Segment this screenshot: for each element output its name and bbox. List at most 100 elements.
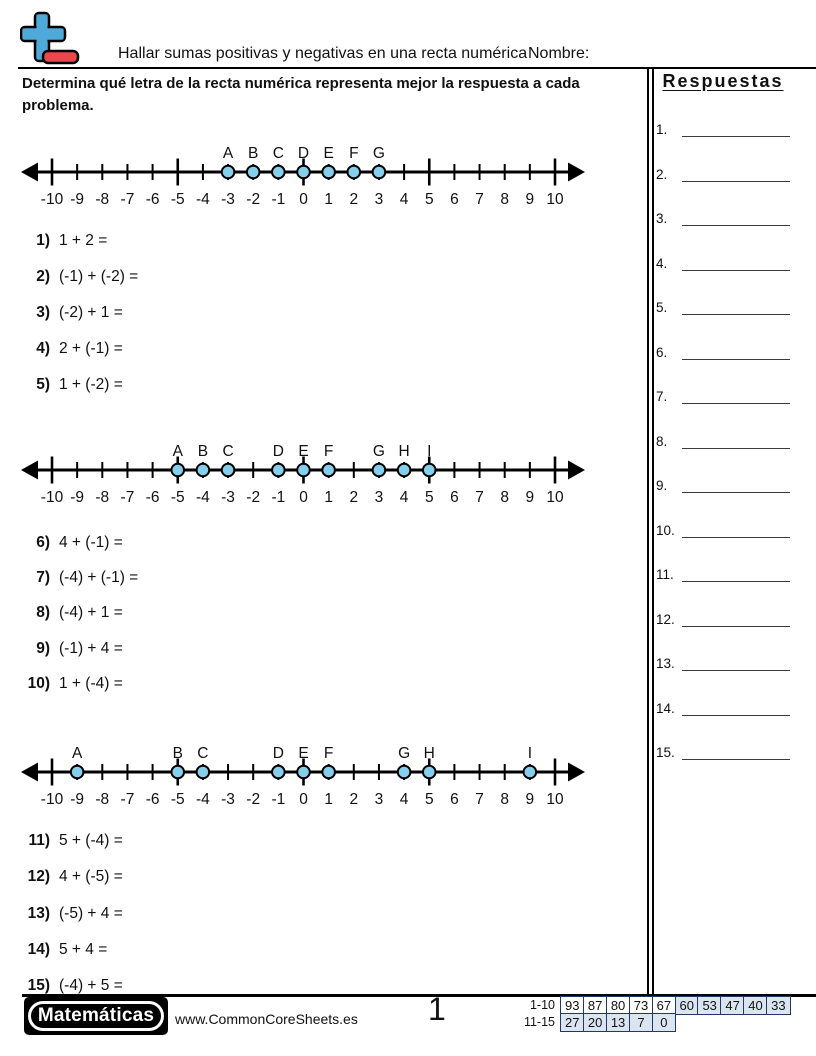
point-letter: G [373, 443, 385, 460]
tick-label: 0 [299, 191, 308, 208]
problems-group-3: 11) 5 + (-4) = 12) 4 + (-5) = 13) (-5) + 4 = 1… [14, 823, 434, 1004]
answer-blank[interactable] [682, 655, 790, 671]
problem-row: 12) 4 + (-5) = [14, 859, 434, 895]
problem-number: 13) [27, 904, 50, 922]
answer-slot: 15. [656, 740, 790, 760]
tick-label: 2 [349, 191, 358, 208]
answer-blank[interactable] [682, 121, 790, 137]
tick-label: -9 [70, 489, 84, 506]
answer-slot: 10. [656, 518, 790, 538]
tick-label: 5 [425, 791, 434, 808]
number-line-2: -10 -9 -8 -7 -6 -5 -4 -3 -2 -1 0 1 2 3 4 5 6 7 8 9 10A B C D E F G… [21, 443, 585, 506]
point-marker [321, 462, 336, 478]
answer-blank[interactable] [682, 700, 790, 716]
answer-slot: 4. [656, 251, 790, 271]
problem-expression: (-2) + 1 = [59, 304, 123, 321]
worksheet-title: Hallar sumas positivas y negativas en un… [118, 45, 528, 62]
score-cell: 67 [651, 996, 677, 1015]
score-cell: 73 [628, 996, 654, 1015]
point-marker [170, 462, 186, 478]
answer-blank[interactable] [682, 210, 790, 226]
answer-blank[interactable] [682, 166, 790, 182]
answer-slot: 11. [656, 562, 790, 582]
answer-slot: 6. [656, 340, 790, 360]
problem-expression: 4 + (-1) = [59, 533, 123, 551]
tick-label: -5 [171, 791, 185, 808]
problem-row: 13) (-5) + 4 = [14, 896, 434, 932]
problem-expression: (-1) + (-2) = [59, 268, 139, 285]
problem-number: 7) [36, 569, 50, 587]
point-letter: F [324, 745, 333, 762]
problem-row: 10) 1 + (-4) = [14, 667, 434, 702]
answer-number: 12. [656, 611, 675, 627]
answer-number: 5. [656, 300, 668, 315]
minus-glyph [41, 49, 80, 65]
tick-label: -9 [70, 791, 84, 808]
tick-label: 8 [500, 489, 509, 506]
answer-slot: 2. [656, 162, 790, 182]
point-letter: F [349, 145, 358, 162]
tick-label: 4 [400, 791, 409, 808]
problem-expression: 1 + (-2) = [59, 376, 123, 393]
tick-label: -1 [271, 791, 285, 808]
tick-label: -7 [121, 191, 135, 208]
answer-blank[interactable] [682, 255, 790, 271]
answer-number: 15. [656, 745, 675, 760]
point-letter: A [173, 443, 184, 460]
point-letter: C [273, 145, 284, 162]
answer-blank[interactable] [682, 433, 790, 449]
answer-slot: 13. [656, 651, 790, 671]
answer-blank[interactable] [682, 744, 790, 760]
answer-number: 4. [656, 255, 668, 271]
tick-label: 8 [500, 791, 509, 808]
point-marker [396, 764, 412, 780]
problem-expression: (-1) + 4 = [59, 639, 123, 657]
tick-label: 1 [324, 791, 333, 808]
name-label: Nombre: [528, 45, 590, 62]
answer-blank[interactable] [682, 611, 790, 627]
score-cell: 13 [605, 1013, 631, 1033]
point-letter: H [398, 443, 409, 460]
brand-name: Matemáticas [28, 1000, 164, 1031]
answer-slot: 7. [656, 384, 790, 404]
answer-blank[interactable] [682, 299, 790, 315]
point-letter: E [298, 443, 308, 460]
point-marker [271, 164, 286, 180]
tick-label: 10 [546, 791, 564, 808]
tick-label: 5 [425, 191, 434, 208]
tick-label: 1 [324, 489, 333, 506]
problem-number: 3) [36, 304, 50, 321]
problem-expression: 1 + 2 = [59, 232, 108, 249]
plus-minus-icon [20, 11, 80, 65]
point-letter: D [273, 745, 284, 762]
number-line-3: -10 -9 -8 -7 -6 -5 -4 -3 -2 -1 0 1 2 3 4 5 6 7 8 9 10A B C D E F G… [21, 745, 585, 808]
answer-slot: 8. [656, 429, 790, 449]
answer-blank[interactable] [682, 566, 790, 582]
tick-label: 8 [500, 191, 509, 208]
answer-blank[interactable] [682, 388, 790, 404]
page-number: 1 [428, 991, 446, 1027]
problem-number: 11) [28, 832, 50, 850]
tick-label: -6 [146, 791, 160, 808]
problem-row: 9) (-1) + 4 = [14, 631, 434, 666]
point-letter: D [298, 145, 309, 162]
point-marker [371, 462, 387, 478]
tick-label: 2 [349, 791, 358, 808]
tick-label: -4 [196, 489, 210, 506]
point-marker [296, 462, 311, 478]
tick-label: -10 [41, 489, 64, 506]
problem-number: 5) [36, 376, 50, 393]
number-line-1: -10 -9 -8 -7 -6 -5 -4 -3 -2 -1 0 1 2 3 4 5 6 7 8 9 10A B C D E F G [21, 145, 585, 208]
point-marker [170, 764, 186, 780]
problem-row: 3) (-2) + 1 = [14, 295, 434, 331]
answer-blank[interactable] [682, 477, 790, 493]
score-table-row: 11-15 27 20 13 7 0 [518, 1013, 791, 1033]
tick-label: -2 [246, 489, 260, 506]
tick-label: -4 [196, 791, 210, 808]
problem-expression: 1 + (-4) = [59, 675, 123, 693]
brand-badge: Matemáticas [24, 996, 168, 1035]
answer-blank[interactable] [682, 522, 790, 538]
score-cell: 93 [560, 996, 585, 1015]
point-marker [220, 462, 236, 478]
answer-blank[interactable] [682, 344, 790, 360]
